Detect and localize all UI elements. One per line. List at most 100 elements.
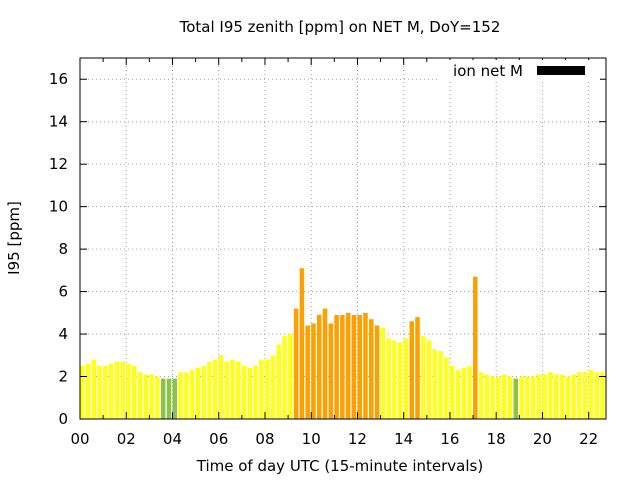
y-tick-label: 4: [58, 325, 68, 343]
bar: [525, 376, 530, 419]
bar: [340, 314, 345, 419]
bar: [432, 348, 438, 419]
bar: [241, 365, 247, 419]
y-tick-label: 12: [49, 155, 68, 173]
chart-title: Total I95 zenith [ppm] on NET M, DoY=152: [179, 18, 501, 36]
bar: [253, 365, 258, 419]
bar: [103, 365, 108, 419]
bar: [467, 365, 472, 419]
bar: [403, 338, 409, 419]
bar: [571, 374, 576, 419]
x-tick-label: 04: [163, 430, 182, 448]
bar: [392, 340, 397, 419]
bar: [270, 355, 276, 419]
bar: [351, 314, 357, 419]
legend: ion net M: [440, 60, 600, 82]
bar: [259, 359, 264, 419]
bar: [588, 370, 594, 419]
bar: [559, 374, 565, 419]
y-tick-label: 10: [49, 198, 68, 216]
plot-border: [79, 57, 607, 420]
bar: [415, 317, 420, 419]
bar: [455, 370, 461, 419]
bar: [305, 325, 310, 419]
bar: [218, 355, 224, 419]
bar: [178, 372, 183, 419]
bar: [380, 327, 386, 419]
bar: [201, 365, 206, 419]
bar: [195, 368, 201, 419]
bar: [426, 340, 432, 419]
bar: [461, 368, 467, 419]
y-axis-label: I95 [ppm]: [5, 201, 23, 275]
bar: [478, 372, 484, 419]
x-tick-label: 22: [579, 430, 598, 448]
bar: [536, 374, 542, 419]
bar: [230, 359, 235, 419]
x-tick-label: 00: [70, 430, 89, 448]
bar: [421, 336, 426, 419]
bar: [282, 336, 287, 419]
bar: [322, 308, 328, 419]
bar: [212, 359, 218, 419]
bar: [236, 361, 241, 419]
bar: [496, 376, 501, 419]
x-tick-label: 14: [394, 430, 413, 448]
bar: [530, 376, 536, 419]
bar: [247, 368, 253, 419]
bar: [189, 370, 195, 419]
bar: [132, 365, 137, 419]
bar: [444, 357, 449, 419]
bar: [357, 314, 362, 419]
bar: [207, 361, 212, 419]
bar: [97, 365, 102, 419]
x-tick-label: 20: [533, 430, 552, 448]
bar: [224, 361, 230, 419]
x-axis-label: Time of day UTC (15-minute intervals): [196, 457, 483, 475]
bar: [513, 378, 519, 419]
bar: [594, 372, 599, 419]
legend-label: ion net M: [453, 62, 523, 80]
y-tick-label: 2: [58, 368, 68, 386]
bar: [288, 334, 293, 419]
bar: [334, 314, 339, 419]
y-tick-label: 16: [49, 70, 68, 88]
bar: [345, 312, 351, 419]
bar: [143, 374, 149, 419]
bar: [397, 342, 403, 419]
legend-bg: [440, 60, 600, 82]
bar: [374, 325, 380, 419]
bar: [108, 363, 114, 419]
bar: [409, 321, 414, 419]
bar: [293, 308, 299, 419]
bar: [369, 319, 374, 419]
bar: [264, 359, 270, 419]
bar: [582, 372, 588, 419]
bar: [137, 372, 143, 419]
x-tick-label: 10: [302, 430, 321, 448]
bar: [120, 361, 125, 419]
bar: [80, 365, 85, 419]
bar: [126, 363, 131, 419]
bar: [328, 323, 334, 419]
bar: [501, 374, 507, 419]
bar: [577, 372, 582, 419]
bar: [299, 268, 305, 419]
bar: [519, 376, 524, 419]
bar: [114, 361, 120, 419]
bar: [363, 312, 368, 419]
bars: [80, 268, 605, 419]
bar: [276, 344, 282, 419]
bar: [184, 372, 189, 419]
bar: [149, 374, 154, 419]
y-tick-label: 0: [58, 410, 68, 428]
bar: [85, 363, 91, 419]
bar: [160, 378, 166, 419]
bar: [542, 374, 547, 419]
y-tick-label: 14: [49, 113, 68, 131]
bar: [600, 372, 605, 419]
x-tick-label: 08: [255, 430, 274, 448]
bar: [438, 351, 443, 419]
